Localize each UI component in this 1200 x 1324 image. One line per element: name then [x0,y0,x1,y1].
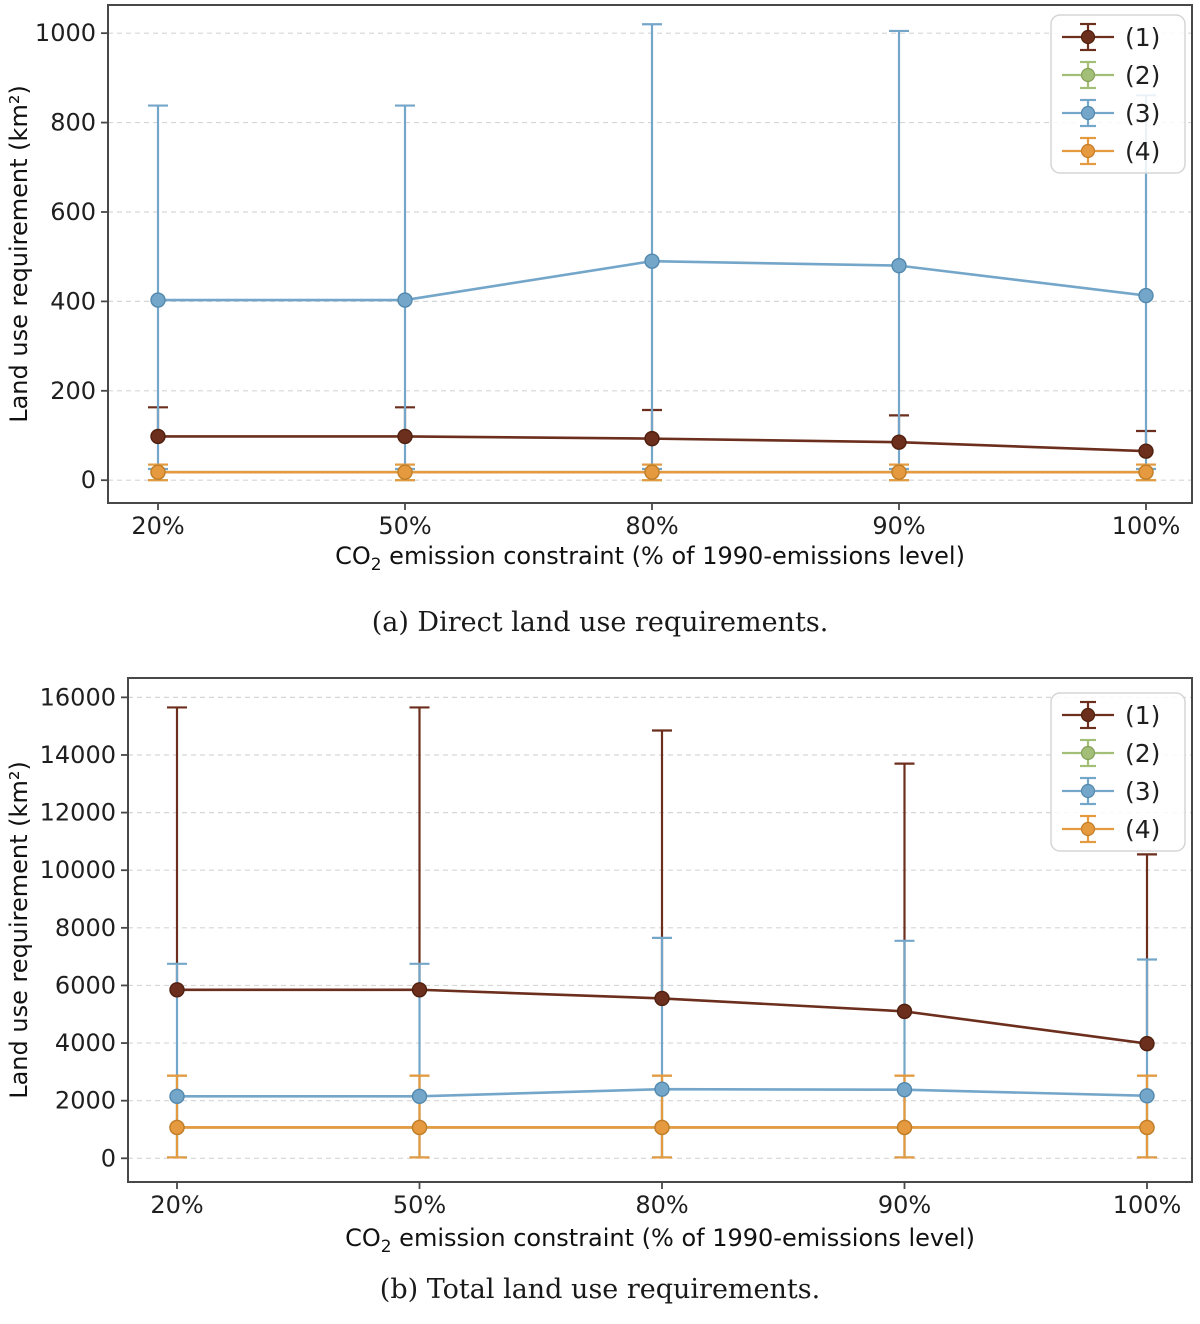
data-point [654,1081,670,1097]
y-tick-label: 200 [50,377,96,405]
caption-total-land-use: (b) Total land use requirements. [379,1274,821,1305]
legend-box [1050,692,1186,852]
y-tick-label: 0 [81,466,96,494]
data-point [654,1119,670,1136]
data-point [1138,287,1154,304]
x-axis-label: CO2 emission constraint (% of 1990-emiss… [345,1224,975,1257]
data-point [1139,1119,1155,1136]
legend-label: (2) [1125,61,1160,90]
data-point [1138,464,1154,480]
data-point [891,464,907,480]
caption-direct-land-use: (a) Direct land use requirements. [371,607,829,638]
data-point [397,428,413,445]
data-point [411,982,428,998]
data-point [150,292,166,308]
data-point [644,430,660,447]
data-point [169,1088,185,1105]
chart-direct-land-use: 0 200 400 600 800 1000 20% 50% 80% 90% 100% Land us… [5,4,1193,575]
x-tick-label: 50% [378,512,431,540]
y-axis-label: Land use requirement (km²) [5,761,33,1099]
legend-label: (3) [1125,99,1160,128]
y-tick-label: 14000 [40,741,116,769]
data-point [644,253,660,269]
legend-label: (2) [1125,739,1160,768]
y-tick-label: 400 [50,287,96,315]
data-point [150,464,166,480]
y-tick-label: 800 [50,109,96,137]
legend-marker-dot [1080,745,1096,761]
data-point [891,434,907,450]
data-point [150,428,166,445]
x-tick-label: 90% [878,1191,931,1219]
legend-marker-dot [1080,783,1096,799]
y-tick-label: 8000 [55,914,116,942]
x-tick-label: 20% [131,512,184,540]
legend-label: (4) [1125,815,1160,844]
legend-box [1050,14,1186,174]
y-tick-label: 10000 [40,856,116,884]
y-tick-label: 6000 [55,971,116,999]
legend-marker-dot [1080,29,1096,45]
x-tick-label: 80% [625,512,678,540]
data-point [169,1119,185,1136]
data-point [397,464,413,480]
y-tick-label: 16000 [40,683,116,711]
data-point [411,1088,428,1105]
legend-marker-dot [1080,821,1096,837]
y-tick-label: 600 [50,198,96,226]
y-axis-label: Land use requirement (km²) [5,85,33,423]
data-point [1138,443,1154,459]
x-tick-label: 100% [1113,1191,1182,1219]
legend-label: (3) [1125,777,1160,806]
y-tick-label: 12000 [40,799,116,827]
legend-label: (4) [1125,137,1160,166]
legend-marker-dot [1080,105,1096,121]
data-point [397,292,413,308]
legend-label: (1) [1125,23,1160,52]
data-point [644,464,660,480]
data-point [411,1119,428,1136]
axes-frame [107,4,1193,504]
legend-marker-dot [1080,143,1096,159]
y-tick-label: 2000 [55,1087,116,1115]
legend-marker-dot [1080,67,1096,83]
legend-label: (1) [1125,701,1160,730]
axes-frame [127,677,1193,1183]
data-point [169,982,185,998]
x-tick-label: 90% [872,512,925,540]
y-tick-label: 0 [101,1144,116,1172]
chart-total-land-use: 0 2000 4000 6000 8000 10000 12000 14000 16000 20%… [5,677,1193,1257]
x-tick-label: 100% [1112,512,1181,540]
data-point [654,990,670,1007]
data-point [896,1119,913,1136]
x-axis-label: CO2 emission constraint (% of 1990-emiss… [335,542,965,575]
legend-marker-dot [1080,707,1096,723]
data-point [1139,1088,1155,1104]
y-tick-label: 4000 [55,1029,116,1057]
data-point [1139,1035,1155,1052]
x-tick-label: 20% [150,1191,203,1219]
data-point [896,1082,913,1098]
x-tick-label: 80% [635,1191,688,1219]
x-tick-label: 50% [393,1191,446,1219]
data-point [891,257,907,274]
y-tick-label: 1000 [35,19,96,47]
data-point [896,1003,913,1020]
